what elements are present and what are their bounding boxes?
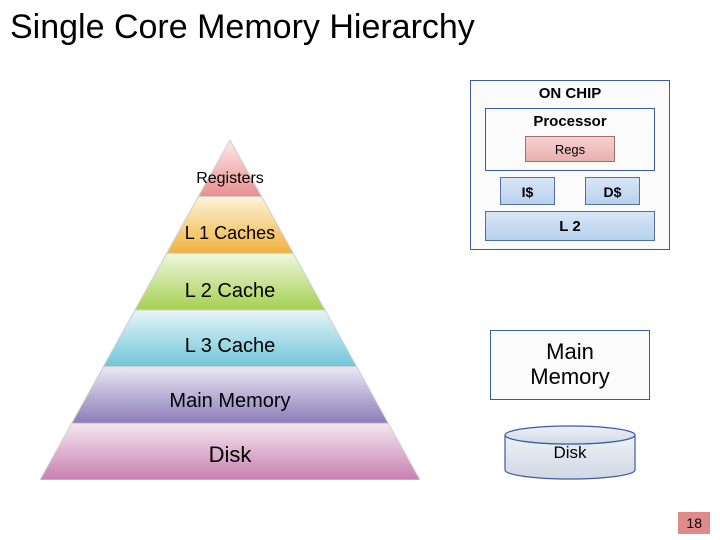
icache-box: I$ bbox=[500, 177, 555, 205]
memory-pyramid: Registers L 1 Caches L 2 Cache L 3 Cache Mai… bbox=[40, 140, 420, 480]
pyramid-level bbox=[198, 140, 261, 197]
pyramid-level-label: Disk bbox=[40, 442, 420, 468]
pyramid-level-label: L 1 Caches bbox=[40, 223, 420, 244]
processor-title: Processor bbox=[486, 113, 654, 130]
dcache-box: D$ bbox=[585, 177, 640, 205]
pyramid-level-label: L 3 Cache bbox=[40, 335, 420, 358]
disk-cylinder: Disk bbox=[500, 425, 640, 480]
pyramid-level-label: Main Memory bbox=[40, 390, 420, 413]
main-memory-box: Main Memory bbox=[490, 330, 650, 400]
processor-box: Processor Regs bbox=[485, 108, 655, 171]
main-memory-label-line2: Memory bbox=[530, 364, 609, 389]
onchip-title: ON CHIP bbox=[471, 85, 669, 102]
slide-title: Single Core Memory Hierarchy bbox=[10, 8, 475, 47]
regs-box: Regs bbox=[525, 136, 615, 162]
onchip-box: ON CHIP Processor Regs I$ D$ L 2 bbox=[470, 80, 670, 250]
page-number: 18 bbox=[678, 512, 710, 534]
pyramid-svg bbox=[40, 140, 420, 480]
pyramid-level-label: L 2 Cache bbox=[40, 280, 420, 303]
pyramid-level-label: Registers bbox=[40, 170, 420, 188]
l1-row: I$ D$ bbox=[471, 177, 669, 205]
l2-box: L 2 bbox=[485, 211, 655, 241]
main-memory-label-line1: Main bbox=[546, 339, 594, 364]
disk-label: Disk bbox=[500, 443, 640, 463]
